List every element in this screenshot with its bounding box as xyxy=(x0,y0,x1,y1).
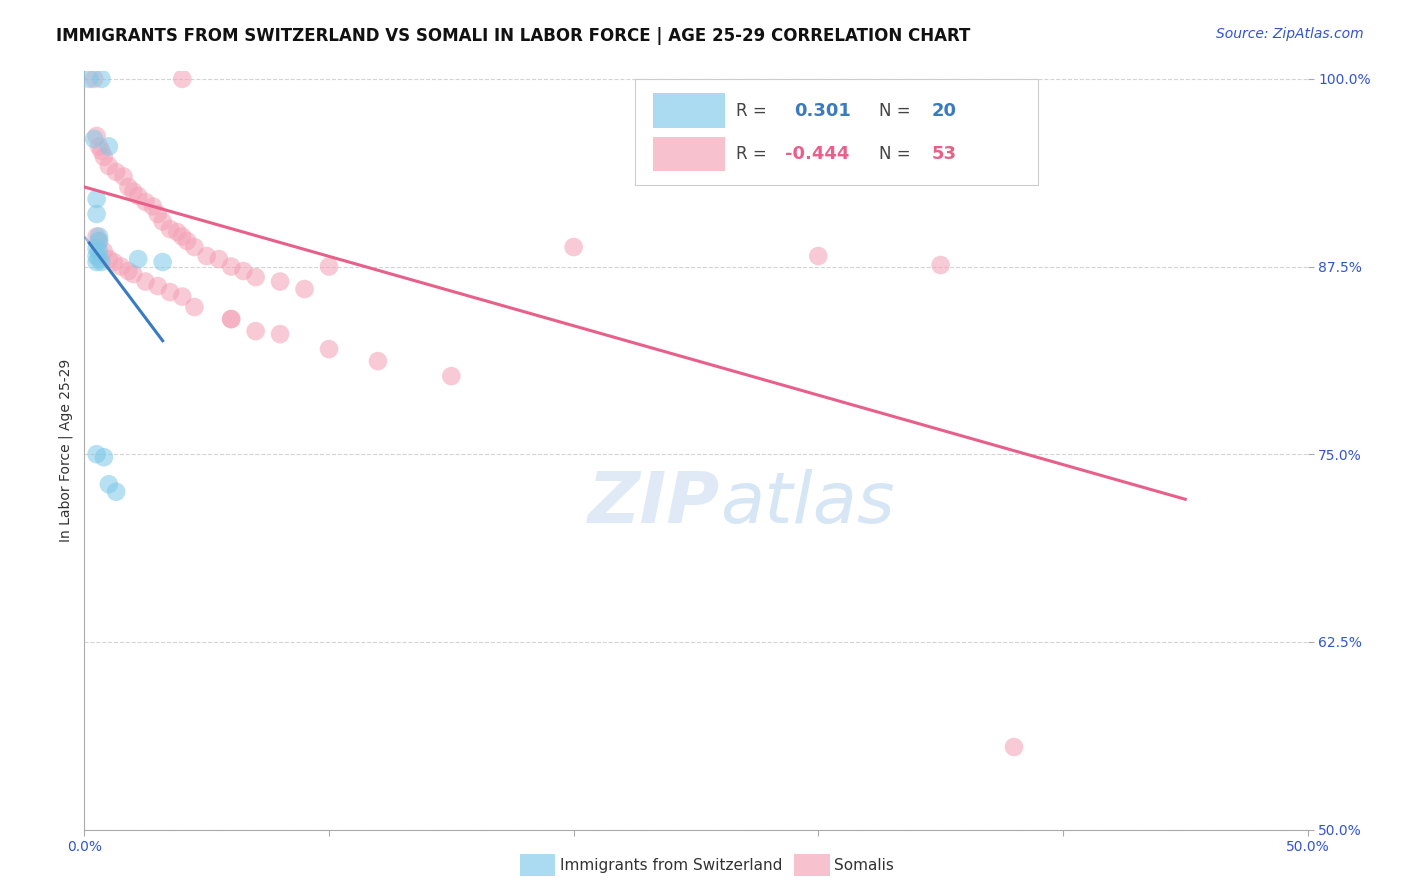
Text: N =: N = xyxy=(880,102,911,120)
Point xyxy=(135,275,157,289)
Point xyxy=(90,71,112,86)
Point xyxy=(152,214,174,228)
Text: ZIP: ZIP xyxy=(588,469,720,538)
Text: Immigrants from Switzerland: Immigrants from Switzerland xyxy=(560,858,782,872)
Point xyxy=(219,312,242,326)
Point xyxy=(86,255,108,269)
Point xyxy=(146,279,169,293)
Point xyxy=(183,300,205,314)
Point xyxy=(105,165,128,179)
Point xyxy=(105,484,128,499)
Point xyxy=(176,234,198,248)
Point xyxy=(367,354,389,368)
Point xyxy=(269,275,291,289)
Point xyxy=(86,447,108,461)
Text: N =: N = xyxy=(880,145,911,163)
Y-axis label: In Labor Force | Age 25-29: In Labor Force | Age 25-29 xyxy=(59,359,73,542)
Point xyxy=(208,252,231,266)
Point xyxy=(245,270,267,285)
Point xyxy=(103,255,125,269)
Point xyxy=(87,234,110,248)
Point xyxy=(152,255,174,269)
Point xyxy=(172,289,194,303)
Text: 0.301: 0.301 xyxy=(794,102,851,120)
Point xyxy=(440,369,463,384)
Point xyxy=(97,252,120,266)
Point xyxy=(90,144,112,158)
Point xyxy=(183,240,205,254)
Point xyxy=(122,267,145,281)
Point xyxy=(172,229,194,244)
Point xyxy=(232,264,254,278)
Point xyxy=(90,255,112,269)
Text: -0.444: -0.444 xyxy=(786,145,849,163)
Point xyxy=(117,180,139,194)
Point xyxy=(93,244,115,259)
Text: R =: R = xyxy=(737,102,768,120)
Point xyxy=(195,249,218,263)
Point xyxy=(87,229,110,244)
Point xyxy=(86,229,108,244)
Point xyxy=(146,207,169,221)
Point xyxy=(93,450,115,465)
Point xyxy=(86,242,108,256)
Text: Source: ZipAtlas.com: Source: ZipAtlas.com xyxy=(1216,27,1364,41)
Point xyxy=(110,260,132,274)
Point xyxy=(562,240,585,254)
Point xyxy=(127,252,149,266)
Point xyxy=(219,312,242,326)
FancyBboxPatch shape xyxy=(654,136,725,171)
Point xyxy=(97,477,120,491)
Point xyxy=(142,199,165,213)
Point xyxy=(159,285,181,299)
Point xyxy=(807,249,830,263)
Point xyxy=(86,128,108,143)
Text: 53: 53 xyxy=(932,145,957,163)
Point xyxy=(97,159,120,173)
Point xyxy=(87,244,110,259)
Point xyxy=(86,207,108,221)
Point xyxy=(112,169,135,184)
Point xyxy=(135,194,157,209)
Point xyxy=(83,71,105,86)
Point xyxy=(77,71,100,86)
Point xyxy=(87,234,110,248)
Text: Somalis: Somalis xyxy=(834,858,894,872)
Text: atlas: atlas xyxy=(720,469,896,538)
Point xyxy=(269,327,291,342)
Point xyxy=(93,150,115,164)
Text: R =: R = xyxy=(737,145,768,163)
Point xyxy=(172,71,194,86)
Point xyxy=(159,222,181,236)
Point xyxy=(318,342,340,356)
Point xyxy=(87,139,110,153)
Point xyxy=(1002,739,1025,754)
Point xyxy=(86,192,108,206)
Text: 20: 20 xyxy=(932,102,957,120)
FancyBboxPatch shape xyxy=(636,79,1039,186)
Point xyxy=(117,264,139,278)
FancyBboxPatch shape xyxy=(654,94,725,128)
Point xyxy=(122,185,145,199)
Point xyxy=(294,282,316,296)
Point xyxy=(219,260,242,274)
Point xyxy=(87,252,110,266)
Point xyxy=(318,260,340,274)
Text: IMMIGRANTS FROM SWITZERLAND VS SOMALI IN LABOR FORCE | AGE 25-29 CORRELATION CHA: IMMIGRANTS FROM SWITZERLAND VS SOMALI IN… xyxy=(56,27,970,45)
Point xyxy=(245,324,267,338)
Point xyxy=(929,258,952,272)
Point xyxy=(86,249,108,263)
Point xyxy=(127,189,149,203)
Point xyxy=(166,225,188,239)
Point xyxy=(97,139,120,153)
Point xyxy=(83,132,105,146)
